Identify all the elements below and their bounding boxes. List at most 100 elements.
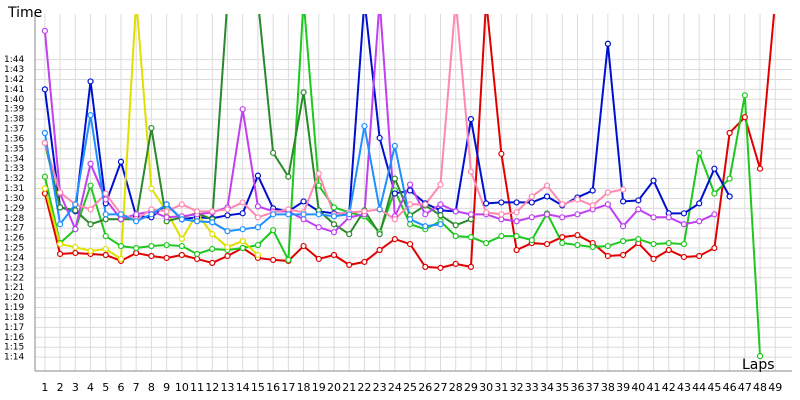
data-point: [467, 211, 475, 218]
data-point: [209, 231, 216, 238]
y-tick-label: 1:42: [4, 75, 24, 85]
data-point: [528, 214, 535, 221]
y-tick-label: 1:30: [4, 194, 24, 204]
data-point: [406, 240, 414, 248]
data-point: [484, 0, 489, 3]
data-point: [224, 228, 231, 235]
data-point: [148, 252, 155, 260]
x-tick-label: 15: [251, 381, 265, 394]
x-tick-label: 43: [677, 381, 691, 394]
y-tick-label: 1:17: [4, 323, 24, 333]
x-tick-label: 3: [72, 381, 79, 394]
data-point: [513, 209, 520, 216]
x-tick-label: 23: [373, 381, 387, 394]
data-point: [391, 216, 398, 223]
data-point: [330, 204, 338, 211]
x-tick-label: 5: [102, 381, 109, 394]
x-tick-label: 34: [540, 381, 554, 394]
data-point: [589, 202, 596, 209]
x-tick-label: 41: [647, 381, 661, 394]
data-point: [620, 251, 627, 259]
data-point: [543, 193, 551, 200]
data-point: [361, 122, 368, 130]
data-point: [87, 78, 94, 85]
data-point: [315, 255, 322, 263]
data-point: [467, 168, 475, 175]
data-point: [209, 245, 216, 253]
data-point: [41, 139, 48, 147]
data-point: [346, 231, 353, 238]
data-point: [102, 216, 109, 223]
data-point: [513, 199, 520, 206]
y-tick-label: 1:38: [4, 115, 24, 125]
x-tick-label: 42: [662, 381, 676, 394]
data-point: [680, 210, 688, 217]
y-tick-label: 1:31: [4, 184, 24, 194]
data-point: [620, 237, 627, 245]
data-point: [604, 242, 611, 250]
data-point: [543, 240, 551, 248]
data-point: [148, 242, 155, 250]
x-tick-label: 16: [266, 381, 280, 394]
data-point: [559, 201, 566, 208]
data-point: [604, 252, 611, 260]
data-point: [239, 226, 246, 233]
data-point: [483, 209, 490, 216]
data-point: [193, 218, 201, 225]
data-point: [498, 233, 505, 240]
data-point: [604, 201, 611, 208]
data-point: [209, 219, 216, 226]
data-point: [650, 214, 657, 221]
data-point: [87, 160, 94, 167]
data-point: [163, 208, 170, 215]
data-point: [696, 149, 703, 156]
data-point: [163, 241, 170, 249]
data-point: [773, 0, 778, 3]
data-point: [574, 196, 581, 203]
data-point: [422, 223, 429, 230]
x-tick-label: 29: [464, 381, 478, 394]
x-tick-label: 25: [403, 381, 417, 394]
data-point: [635, 236, 642, 243]
data-point: [589, 187, 596, 194]
x-tick-label: 14: [236, 381, 250, 394]
data-point: [178, 242, 185, 250]
data-point: [498, 216, 505, 223]
x-tick-label: 12: [205, 381, 219, 394]
y-tick-label: 1:32: [4, 174, 24, 184]
data-point: [559, 239, 566, 247]
data-point: [680, 240, 688, 248]
y-tick-label: 1:34: [4, 154, 24, 164]
data-point: [117, 255, 125, 263]
x-tick-label: 44: [692, 381, 706, 394]
data-point: [270, 227, 277, 234]
data-point: [285, 211, 292, 218]
data-point: [209, 208, 216, 215]
data-point: [225, 0, 230, 3]
data-point: [513, 246, 520, 254]
data-point: [102, 211, 109, 218]
data-point: [422, 201, 429, 208]
data-point: [620, 186, 627, 193]
y-tick-label: 1:20: [4, 293, 24, 303]
data-point: [650, 240, 657, 248]
x-tick-label: 10: [175, 381, 189, 394]
data-point: [406, 216, 414, 223]
x-tick-label: 39: [616, 381, 630, 394]
x-tick-label: 35: [555, 381, 569, 394]
data-point: [528, 237, 535, 244]
data-point: [163, 254, 170, 262]
x-tick-label: 30: [479, 381, 493, 394]
x-tick-label: 6: [117, 381, 124, 394]
y-tick-label: 1:40: [4, 95, 24, 105]
data-point: [117, 216, 125, 223]
data-point: [87, 247, 94, 255]
data-point: [437, 201, 444, 208]
data-point: [589, 243, 596, 251]
data-point: [376, 231, 383, 238]
data-point: [254, 203, 262, 210]
data-point: [254, 224, 262, 231]
data-point: [513, 218, 520, 225]
y-tick-label: 1:39: [4, 105, 24, 115]
y-tick-label: 1:24: [4, 253, 24, 263]
